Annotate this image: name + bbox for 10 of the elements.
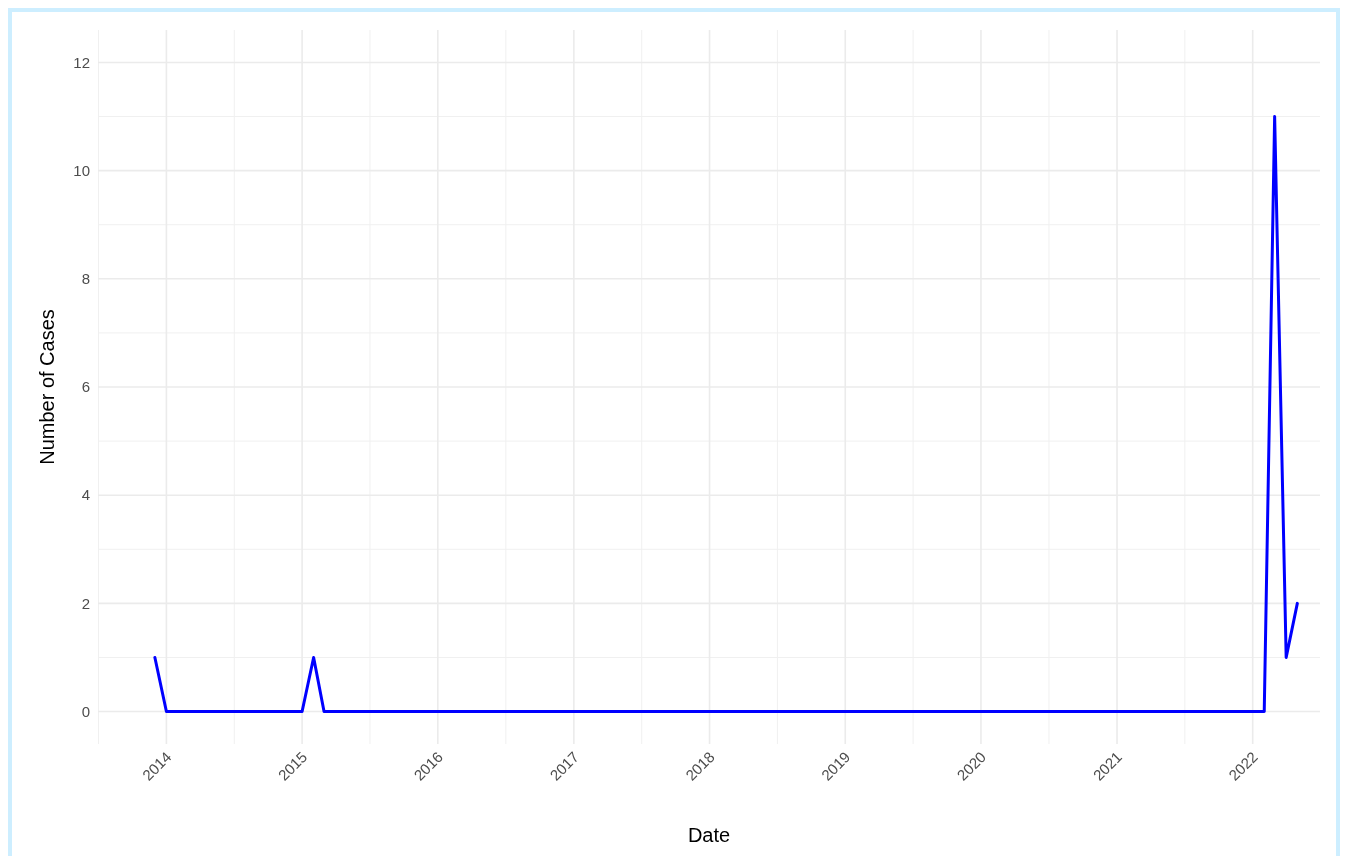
y-tick-label: 12 [73,53,90,71]
y-axis-title: Number of Cases [36,309,58,465]
x-axis-title: Date [687,824,731,846]
y-tick-label: 10 [73,161,90,179]
y-tick-label: 6 [81,378,90,396]
y-tick-label: 8 [81,270,90,288]
line-series [153,115,1299,714]
y-tick-label: 0 [81,702,90,720]
y-tick-label: 2 [81,594,90,612]
y-tick-label: 4 [81,486,90,504]
